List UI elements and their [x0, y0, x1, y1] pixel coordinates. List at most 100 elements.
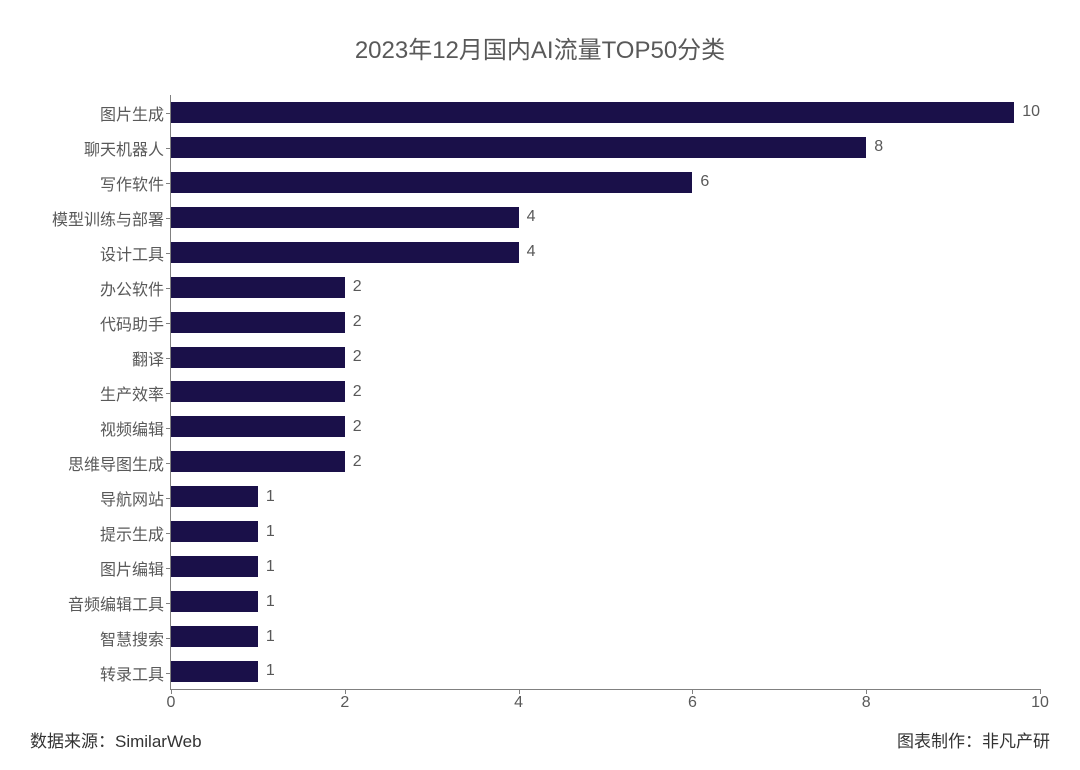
chart-area: 图片生成聊天机器人写作软件模型训练与部署设计工具办公软件代码助手翻译生产效率视频…	[40, 95, 1040, 690]
bar	[171, 312, 345, 333]
y-axis-label: 导航网站	[100, 480, 164, 515]
y-tick-mark	[166, 323, 171, 324]
bar	[171, 172, 692, 193]
bar	[171, 347, 345, 368]
bar-value-label: 2	[353, 313, 362, 331]
y-axis-label: 代码助手	[100, 305, 164, 340]
bar-row: 1	[171, 514, 1040, 549]
bar-row: 2	[171, 409, 1040, 444]
x-axis-tick-label: 4	[514, 694, 523, 712]
y-tick-mark	[166, 288, 171, 289]
y-tick-mark	[166, 393, 171, 394]
bar-value-label: 1	[266, 488, 275, 506]
bar	[171, 451, 345, 472]
bar-value-label: 8	[874, 138, 883, 156]
bar-row: 10	[171, 95, 1040, 130]
bar-row: 1	[171, 654, 1040, 689]
bar-value-label: 1	[266, 523, 275, 541]
bar-value-label: 6	[700, 173, 709, 191]
y-tick-mark	[166, 568, 171, 569]
source-label: 数据来源：SimilarWeb	[30, 727, 202, 752]
y-axis-label: 图片编辑	[100, 550, 164, 585]
y-tick-mark	[166, 148, 171, 149]
y-axis-label: 音频编辑工具	[68, 585, 164, 620]
y-tick-mark	[166, 638, 171, 639]
y-tick-mark	[166, 113, 171, 114]
y-tick-mark	[166, 533, 171, 534]
y-tick-mark	[166, 498, 171, 499]
bar-value-label: 4	[527, 243, 536, 261]
y-tick-mark	[166, 218, 171, 219]
bar	[171, 277, 345, 298]
bar	[171, 661, 258, 682]
bar	[171, 486, 258, 507]
y-tick-mark	[166, 603, 171, 604]
bar-value-label: 4	[527, 208, 536, 226]
bar	[171, 556, 258, 577]
bar-value-label: 2	[353, 453, 362, 471]
bar	[171, 242, 519, 263]
bar	[171, 521, 258, 542]
x-axis-tick-label: 6	[688, 694, 697, 712]
y-axis-labels: 图片生成聊天机器人写作软件模型训练与部署设计工具办公软件代码助手翻译生产效率视频…	[40, 95, 170, 690]
bar-row: 2	[171, 340, 1040, 375]
y-axis-label: 模型训练与部署	[52, 200, 164, 235]
x-axis-tick-label: 8	[862, 694, 871, 712]
bar	[171, 137, 866, 158]
y-axis-label: 提示生成	[100, 515, 164, 550]
chart-footer: 数据来源：SimilarWeb 图表制作：非凡产研	[30, 727, 1050, 752]
bar-value-label: 2	[353, 383, 362, 401]
bar-row: 1	[171, 549, 1040, 584]
credit-label: 图表制作：非凡产研	[897, 727, 1050, 752]
y-axis-label: 翻译	[132, 340, 164, 375]
bar	[171, 102, 1014, 123]
bar-value-label: 2	[353, 278, 362, 296]
y-axis-label: 思维导图生成	[68, 445, 164, 480]
y-tick-mark	[166, 463, 171, 464]
bar-value-label: 1	[266, 558, 275, 576]
chart-container: 2023年12月国内AI流量TOP50分类 图片生成聊天机器人写作软件模型训练与…	[0, 0, 1080, 770]
bar	[171, 626, 258, 647]
bar	[171, 416, 345, 437]
bar-value-label: 2	[353, 348, 362, 366]
bar-row: 4	[171, 235, 1040, 270]
bar-value-label: 1	[266, 593, 275, 611]
y-axis-label: 办公软件	[100, 270, 164, 305]
chart-title: 2023年12月国内AI流量TOP50分类	[40, 30, 1040, 65]
bar-row: 2	[171, 270, 1040, 305]
bar-row: 1	[171, 619, 1040, 654]
bar	[171, 591, 258, 612]
y-axis-label: 转录工具	[100, 655, 164, 690]
x-axis-tick-label: 10	[1031, 694, 1049, 712]
y-tick-mark	[166, 358, 171, 359]
bar-row: 6	[171, 165, 1040, 200]
bar-row: 4	[171, 200, 1040, 235]
bar-value-label: 1	[266, 662, 275, 680]
y-tick-mark	[166, 253, 171, 254]
y-axis-label: 设计工具	[100, 235, 164, 270]
y-axis-label: 写作软件	[100, 165, 164, 200]
y-tick-mark	[166, 428, 171, 429]
bar-row: 8	[171, 130, 1040, 165]
y-tick-mark	[166, 183, 171, 184]
bars-group: 10 8 6 4 4 2 2 2 2 2 2 1 1 1 1 1 1	[171, 95, 1040, 689]
y-axis-label: 生产效率	[100, 375, 164, 410]
bar-value-label: 10	[1022, 103, 1040, 121]
y-tick-mark	[166, 673, 171, 674]
bar-row: 1	[171, 479, 1040, 514]
x-axis-tick-label: 0	[167, 694, 176, 712]
y-axis-label: 聊天机器人	[84, 130, 164, 165]
y-axis-label: 图片生成	[100, 95, 164, 130]
plot-area: 108644222222111111 0246810	[170, 95, 1040, 690]
y-axis-label: 智慧搜索	[100, 620, 164, 655]
bar	[171, 207, 519, 228]
bar-value-label: 2	[353, 418, 362, 436]
bar-value-label: 1	[266, 628, 275, 646]
bar-row: 2	[171, 375, 1040, 410]
x-axis-tick-label: 2	[340, 694, 349, 712]
y-axis-label: 视频编辑	[100, 410, 164, 445]
bar-row: 2	[171, 444, 1040, 479]
bar-row: 2	[171, 305, 1040, 340]
bar	[171, 381, 345, 402]
bar-row: 1	[171, 584, 1040, 619]
